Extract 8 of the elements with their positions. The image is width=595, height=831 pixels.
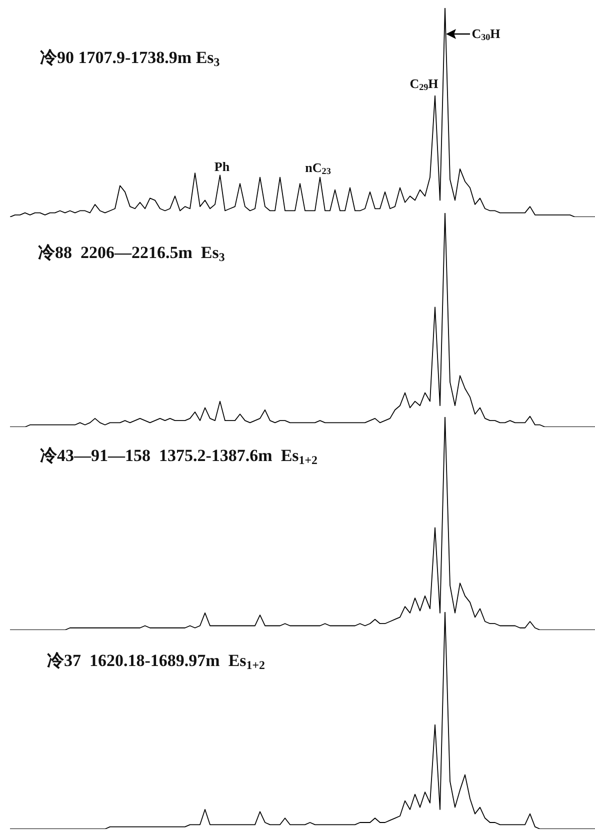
annotation: Ph (214, 159, 230, 175)
text: 冷43—91—158 1375.2-1387.6m Es$_{1+2}$ (40, 445, 318, 468)
annotation: nC$_{23}$ (305, 160, 331, 176)
text: 冷88 2206—2216.5m Es$_{3}$ (38, 242, 225, 265)
annotation: C$_{30}$H (472, 26, 500, 42)
text: 冷90 1707.9-1738.9m Es$_{3}$ (40, 47, 220, 70)
annotation: C$_{29}$H (410, 76, 438, 92)
text: 冷37 1620.18-1689.97m Es$_{1+2}$ (47, 650, 265, 673)
